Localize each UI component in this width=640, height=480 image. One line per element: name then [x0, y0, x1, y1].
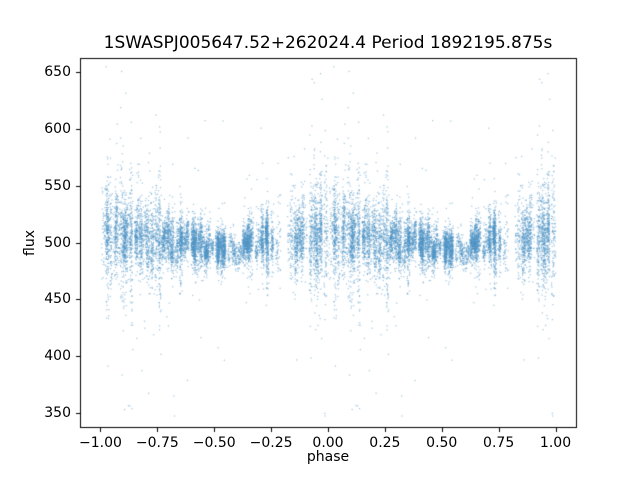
y-tick-label: 450	[44, 291, 71, 308]
y-tick-label: 400	[44, 348, 71, 365]
x-tick-label: 0.00	[312, 435, 344, 451]
x-axis-label: phase	[306, 449, 350, 465]
y-tick-label: 550	[44, 177, 71, 194]
y-tick-label: 650	[44, 63, 71, 80]
y-tick-label: 500	[44, 234, 71, 251]
y-tick-label: 350	[44, 405, 71, 422]
chart-title: 1SWASPJ005647.52+262024.4 Period 1892195…	[103, 33, 553, 53]
x-tick-label: 0.50	[426, 435, 458, 451]
x-tick-label: 0.75	[483, 435, 515, 451]
x-tick-label: 1.00	[539, 435, 572, 451]
x-tick-label: −0.25	[249, 435, 293, 451]
x-tick-label: −0.50	[192, 435, 236, 451]
x-tick-label: 0.25	[369, 435, 401, 451]
x-tick-label: −0.75	[135, 435, 179, 451]
y-tick-label: 600	[44, 120, 71, 137]
x-tick-label: −1.00	[79, 435, 122, 451]
